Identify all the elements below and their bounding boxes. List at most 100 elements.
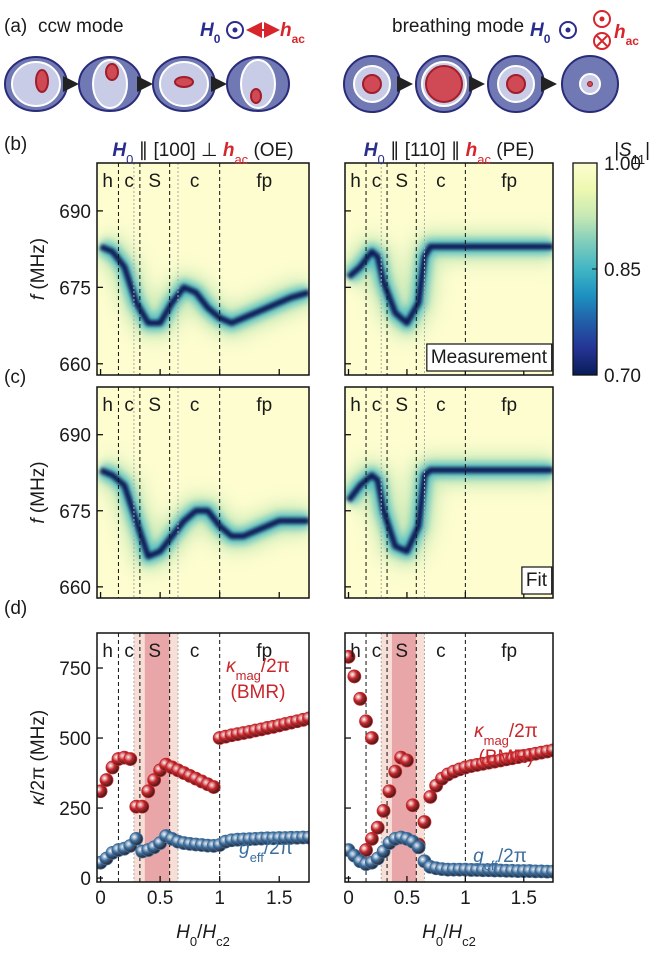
series-label-part: eff: [250, 850, 265, 865]
resonance-line: [99, 467, 309, 560]
phase-band: [169, 633, 178, 882]
data-point: [370, 820, 385, 835]
y-tick-label: 660: [59, 355, 91, 376]
phase-label: c: [436, 641, 446, 662]
h0-sub: 0: [544, 32, 551, 46]
data-point: [135, 799, 150, 814]
y-tick-label: 690: [59, 426, 91, 447]
phase-label: c: [124, 641, 134, 662]
data-point: [359, 714, 373, 729]
phase-label: fp: [256, 641, 272, 662]
phase-band: [381, 633, 392, 882]
series-label-part: mag: [236, 668, 261, 683]
panel-label: (a): [4, 16, 27, 37]
series-label-part: κ: [474, 721, 485, 742]
phase-label: fp: [501, 641, 517, 662]
data-point: [141, 784, 156, 799]
data-point: [423, 789, 438, 804]
series-note: (BMR): [479, 747, 534, 768]
x-tick-label: 1.5: [511, 888, 537, 909]
resonance-line: [346, 243, 553, 327]
hac-symbol: h: [614, 22, 626, 43]
x-axis-label: H0/Hc2: [176, 922, 230, 948]
field-symbol: [226, 21, 244, 39]
resonance-line: [346, 467, 553, 555]
y-axis-label-part: f: [28, 517, 49, 524]
phase-label: c: [124, 171, 134, 192]
plot-area: [97, 633, 309, 882]
mode-title: breathing mode: [392, 16, 524, 37]
h0-sub: 0: [214, 32, 221, 46]
x-tick-label: 0.5: [394, 888, 420, 909]
panel-title-part: ∥ [100] ⊥: [133, 140, 222, 161]
colorbar-label: |S11|: [614, 140, 650, 167]
plot-frame: [96, 162, 310, 376]
plot-frame: [344, 386, 554, 599]
y-tick-label: 690: [59, 202, 91, 223]
hac-symbol: h: [280, 20, 292, 41]
annotation: Measurement: [431, 347, 548, 368]
y-axis-label: f (MHz): [28, 238, 49, 300]
annotation-box: [521, 566, 553, 595]
phase-label: h: [350, 395, 361, 416]
plot-area: [345, 633, 553, 882]
data-point: [97, 784, 108, 799]
breathing-schematic: [343, 55, 619, 113]
series-label-part: /2π: [498, 846, 527, 867]
phase-label: c: [124, 395, 134, 416]
x-axis-label: H0/Hc2: [422, 922, 476, 948]
plot-area: [97, 387, 309, 598]
series-label-part: /2π: [261, 656, 290, 677]
data-point: [546, 743, 553, 758]
annotation-box: [426, 343, 553, 372]
series-label-part: g: [473, 846, 484, 867]
phase-label: c: [190, 395, 200, 416]
y-axis-label-part: (MHz): [28, 461, 49, 518]
phase-label: S: [148, 641, 161, 662]
panel-label: (c): [4, 367, 26, 388]
panel-title-part: h: [223, 140, 235, 161]
data-point: [353, 691, 368, 706]
data-point: [388, 764, 403, 779]
data-point: [206, 780, 221, 794]
data-point: [359, 843, 373, 857]
data-point: [302, 711, 309, 726]
panel-title-part: H: [364, 140, 379, 161]
y-tick-label: 675: [59, 502, 91, 523]
phase-label: S: [148, 171, 161, 192]
y-axis-label-part: /2π (MHz): [28, 710, 49, 796]
y-tick-label: 0: [80, 869, 91, 890]
y-axis-label-part: κ: [28, 794, 49, 805]
x-axis-label-part: c2: [462, 934, 476, 949]
x-tick-label: 1: [214, 888, 225, 909]
series-label-part: /2π: [509, 721, 538, 742]
panel-title-part: (OE): [248, 140, 293, 161]
hac-label: hac: [614, 22, 639, 48]
hac-label: hac: [280, 20, 305, 46]
series-label-part: g: [239, 838, 250, 859]
panel-title-part: (PE): [491, 140, 534, 161]
phase-label: fp: [256, 171, 272, 192]
data-point: [347, 669, 362, 684]
data-point: [123, 752, 138, 766]
phase-label: c: [372, 395, 382, 416]
hac-sub: ac: [626, 34, 640, 48]
panel-title-part: ac: [234, 152, 248, 167]
phase-band: [133, 633, 145, 882]
data-point: [417, 815, 432, 829]
series-note: (BMR): [231, 682, 286, 703]
plot-frame: [96, 632, 310, 883]
panel-title-part: ac: [477, 152, 491, 167]
phase-band: [416, 633, 425, 882]
x-axis-label-part: H: [422, 922, 436, 943]
x-tick-label: 1.5: [266, 888, 292, 909]
phase-label: fp: [501, 171, 517, 192]
data-point: [546, 864, 553, 879]
panel-title: H0 ∥ [110] ∥ hac (PE): [364, 140, 535, 167]
x-tick-label: 1: [460, 888, 471, 909]
data-point: [302, 830, 309, 845]
plot-area: [345, 163, 553, 375]
x-axis-label-part: /: [443, 922, 449, 943]
